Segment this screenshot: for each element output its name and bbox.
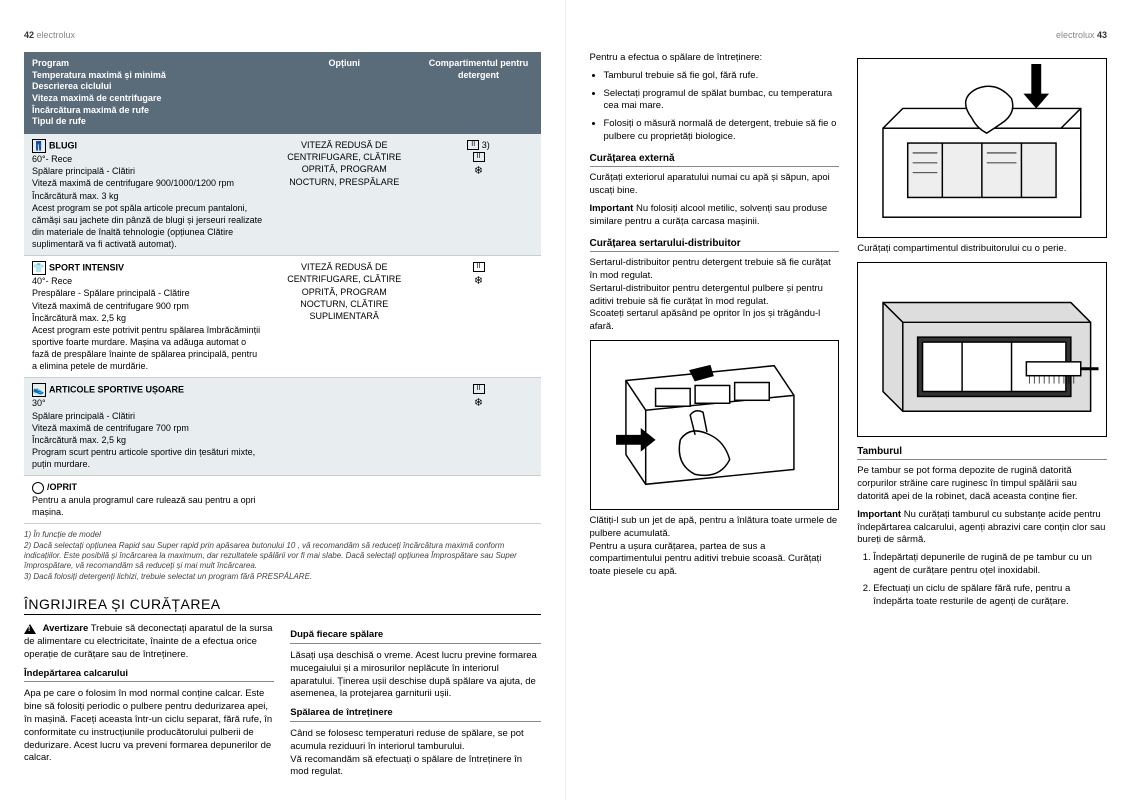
header-left: 42 electrolux — [24, 30, 541, 40]
header-right: electrolux 43 — [590, 30, 1108, 40]
warning-label: Avertizare — [43, 623, 89, 634]
program-body: 40°- Rece Prespălare - Spălare principal… — [32, 276, 260, 371]
subhead: Curățarea externă — [590, 152, 840, 168]
illustration-drawer-slot — [857, 58, 1107, 238]
program-title: ARTICOLE SPORTIVE UȘOARE — [49, 385, 184, 395]
th-program: Program Temperatura maximă și minimă Des… — [24, 52, 272, 134]
illustration-drawer-remove — [590, 340, 840, 510]
intro-text: Pentru a efectua o spălare de întreținer… — [590, 52, 840, 65]
illustration-brush-compartment — [857, 262, 1107, 437]
off-icon — [32, 482, 44, 494]
sport-icon: 👕 — [32, 261, 46, 275]
rcol-left: Pentru a efectua o spălare de întreținer… — [590, 52, 840, 614]
program-body: 60°- Rece Spălare principală - Clătiri V… — [32, 154, 262, 249]
compartment-icon: II — [473, 262, 485, 272]
col-right: După fiecare spălare Lăsați ușa deschisă… — [290, 623, 540, 785]
paragraph: Clătiți-l sub un jet de apă, pentru a în… — [590, 515, 840, 579]
compartment-icons: II — [417, 378, 541, 476]
important-label: Important — [590, 203, 634, 214]
table-row: 👕Sport intensiv 40°- Rece Prespălare - S… — [24, 256, 541, 378]
snowflake-icon — [474, 276, 483, 286]
subhead: Spălarea de întreținere — [290, 707, 540, 722]
table-row: /OPRIT Pentru a anula programul care rul… — [24, 476, 541, 524]
list-item: Îndepărtați depunerile de rugină de pe t… — [873, 552, 1107, 578]
page-right: electrolux 43 Pentru a efectua o spălare… — [566, 0, 1131, 800]
table-row: 👟ARTICOLE SPORTIVE UȘOARE 30° Spălare pr… — [24, 378, 541, 476]
important-label: Important — [857, 509, 901, 520]
page-left: 42 electrolux Program Temperatura maximă… — [0, 0, 566, 800]
compartment-icon: II — [473, 384, 485, 394]
warning-icon — [24, 624, 36, 634]
subhead: Tamburul — [857, 445, 1107, 461]
list-item: Folosiți o măsură normală de detergent, … — [604, 118, 840, 144]
page-number: 43 — [1097, 30, 1107, 40]
paragraph: Sertarul-distribuitor pentru detergent t… — [590, 257, 840, 334]
program-table: Program Temperatura maximă și minimă Des… — [24, 52, 541, 524]
program-title: Sport intensiv — [49, 263, 124, 273]
section-title: ÎNGRIJIREA ȘI CURĂȚAREA — [24, 596, 541, 615]
program-body: 30° Spălare principală - Clătiri Viteză … — [32, 398, 255, 469]
right-content: Pentru a efectua o spălare de întreținer… — [590, 52, 1108, 614]
important-block: Important Nu curățați tamburul cu substa… — [857, 509, 1107, 547]
paragraph: Lăsați ușa deschisă o vreme. Acest lucru… — [290, 650, 540, 701]
footnotes: 1) În funcție de model 2) Dacă selectați… — [24, 530, 541, 582]
paragraph: Când se folosesc temperaturi reduse de s… — [290, 728, 540, 779]
paragraph: Apa pe care o folosim în mod normal conț… — [24, 688, 274, 765]
th-compartment: Compartimentul pentru detergent — [417, 52, 541, 134]
subhead: După fiecare spălare — [290, 629, 540, 644]
maintenance-list: Tamburul trebuie să fie gol, fără rufe. … — [590, 70, 840, 144]
compartment-icons: II — [417, 256, 541, 378]
program-options — [272, 378, 417, 476]
list-item: Efectuați un ciclu de spălare fără rufe,… — [873, 583, 1107, 609]
compartment-icons: II 3) II — [417, 134, 541, 256]
important-block: Important Nu folosiți alcool metilic, so… — [590, 203, 840, 229]
maintenance-columns: Avertizare Trebuie să deconectați aparat… — [24, 623, 541, 785]
col-left: Avertizare Trebuie să deconectați aparat… — [24, 623, 274, 785]
paragraph: Curățați exteriorul aparatului numai cu … — [590, 172, 840, 198]
program-body: Pentru a anula programul care rulează sa… — [32, 495, 256, 517]
drum-steps: Îndepărtați depunerile de rugină de pe t… — [857, 552, 1107, 608]
paragraph: Pe tambur se pot forma depozite de rugin… — [857, 465, 1107, 503]
program-options: VITEZĂ REDUSĂ DE CENTRIFUGARE, CLĂTIRE O… — [272, 256, 417, 378]
brand-label: electrolux — [37, 30, 76, 40]
list-item: Selectați programul de spălat bumbac, cu… — [604, 88, 840, 114]
program-options: VITEZĂ REDUSĂ DE CENTRIFUGARE, CLĂTIRE O… — [272, 134, 417, 256]
compartment-icon: II — [467, 140, 479, 150]
program-title: BLUGI — [49, 141, 77, 151]
subhead: Îndepărtarea calcarului — [24, 668, 274, 683]
list-item: Tamburul trebuie să fie gol, fără rufe. — [604, 70, 840, 83]
sport-light-icon: 👟 — [32, 383, 46, 397]
th-options: Opțiuni — [272, 52, 417, 134]
table-row: 👖BLUGI 60°- Rece Spălare principală - Cl… — [24, 134, 541, 256]
jeans-icon: 👖 — [32, 139, 46, 153]
rcol-right: Curățați compartimentul distribuitorului… — [857, 52, 1107, 614]
brand-label: electrolux — [1056, 30, 1095, 40]
caption: Curățați compartimentul distribuitorului… — [857, 243, 1107, 256]
subhead: Curățarea sertarului-distribuitor — [590, 237, 840, 253]
compartment-icon: II — [473, 152, 485, 162]
page-number: 42 — [24, 30, 34, 40]
warning-block: Avertizare Trebuie să deconectați aparat… — [24, 623, 274, 661]
snowflake-icon — [474, 398, 483, 408]
snowflake-icon — [474, 166, 483, 176]
program-title: /OPRIT — [47, 482, 77, 492]
